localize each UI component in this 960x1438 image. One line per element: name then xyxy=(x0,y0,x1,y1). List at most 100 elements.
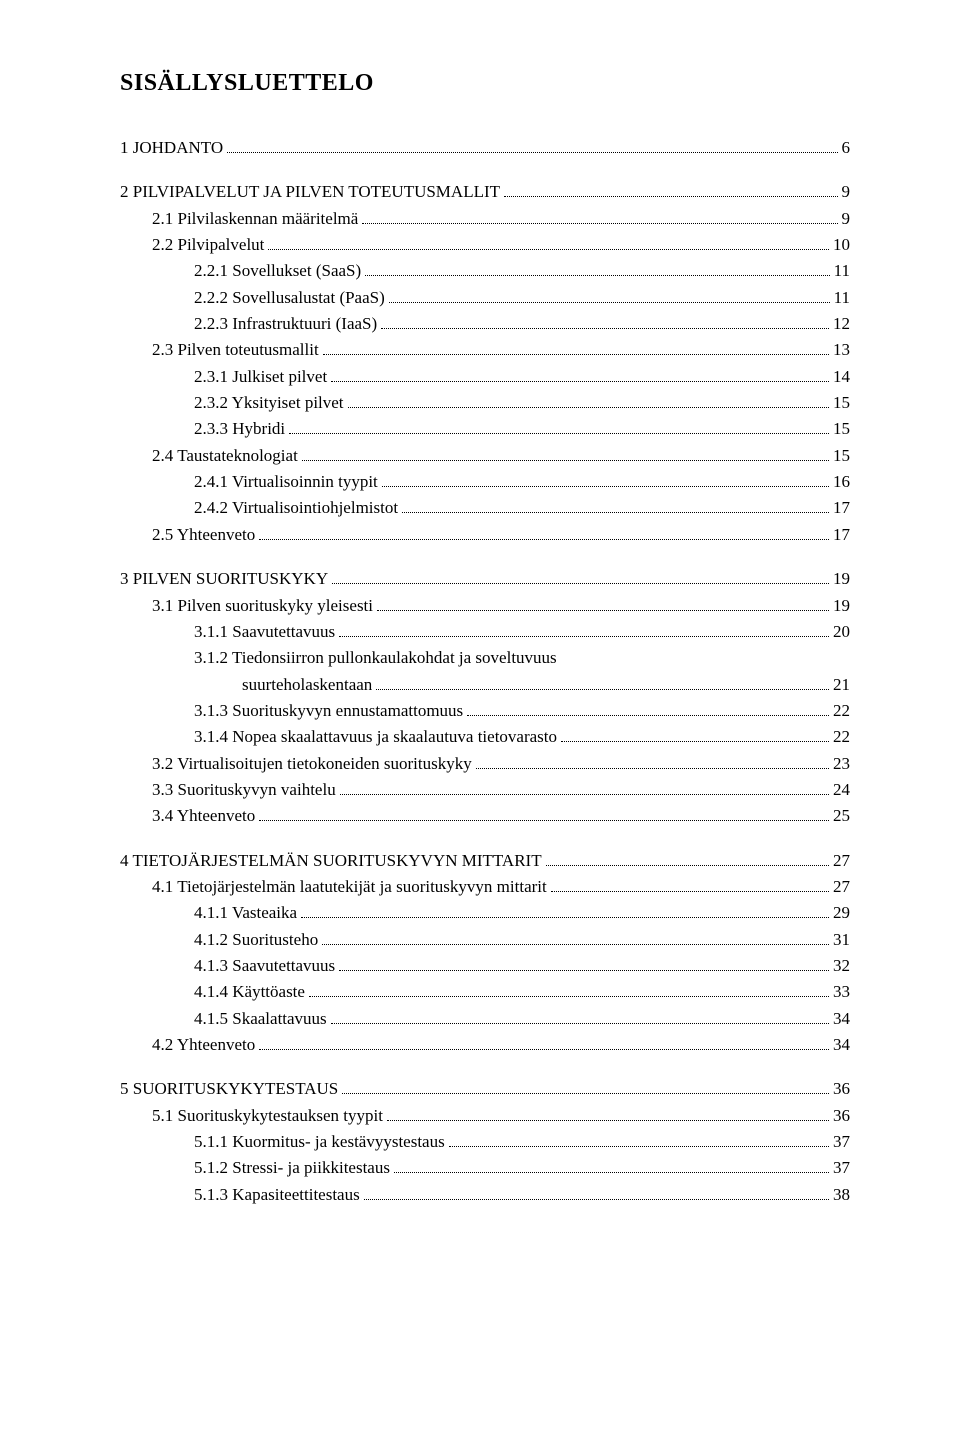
toc-entry-label: 2.2.3 Infrastruktuuri (IaaS) xyxy=(194,311,377,337)
dot-leader xyxy=(268,234,829,250)
toc-entry-label: 4.1 Tietojärjestelmän laatutekijät ja su… xyxy=(152,874,547,900)
toc-entry: 4.1.2 Suoritusteho31 xyxy=(120,927,850,953)
toc-entry: 4 TIETOJÄRJESTELMÄN SUORITUSKYVYN MITTAR… xyxy=(120,848,850,874)
dot-leader xyxy=(259,1034,829,1050)
toc-entry-label: 5 SUORITUSKYKYTESTAUS xyxy=(120,1076,338,1102)
toc-entry: 2.4.2 Virtualisointiohjelmistot17 xyxy=(120,495,850,521)
toc-entry: 5 SUORITUSKYKYTESTAUS 36 xyxy=(120,1076,850,1102)
toc-entry-label: 2.5 Yhteenveto xyxy=(152,522,255,548)
toc-entry: 2.2 Pilvipalvelut10 xyxy=(120,232,850,258)
toc-entry-page: 23 xyxy=(833,751,850,777)
toc-entry-label: 2.1 Pilvilaskennan määritelmä xyxy=(152,206,358,232)
toc-entry-page: 19 xyxy=(833,566,850,592)
toc-entry: 2.4.1 Virtualisoinnin tyypit 16 xyxy=(120,469,850,495)
toc-entry-page: 15 xyxy=(833,416,850,442)
dot-leader xyxy=(289,418,829,434)
dot-leader xyxy=(301,902,829,918)
toc-entry-page: 20 xyxy=(833,619,850,645)
dot-leader xyxy=(339,621,829,637)
toc-entry: 3.1 Pilven suorituskyky yleisesti19 xyxy=(120,593,850,619)
toc-entry-page: 16 xyxy=(833,469,850,495)
dot-leader xyxy=(259,805,829,821)
toc-entry-label: 2 PILVIPALVELUT JA PILVEN TOTEUTUSMALLIT xyxy=(120,179,500,205)
toc-entry-label: 1 JOHDANTO xyxy=(120,135,223,161)
toc-title: SISÄLLYSLUETTELO xyxy=(120,70,850,97)
toc-entry-page: 27 xyxy=(833,874,850,900)
toc-entry: 3.1.4 Nopea skaalattavuus ja skaalautuva… xyxy=(120,724,850,750)
toc-entry-page: 38 xyxy=(833,1182,850,1208)
toc-entry-page: 19 xyxy=(833,593,850,619)
toc-entry: 3.2 Virtualisoitujen tietokoneiden suori… xyxy=(120,751,850,777)
toc-entry: 1 JOHDANTO 6 xyxy=(120,135,850,161)
toc-entry-page: 34 xyxy=(833,1006,850,1032)
table-of-contents: 1 JOHDANTO 6 2 PILVIPALVELUT JA PILVEN TOT… xyxy=(120,135,850,1208)
toc-entry-label: 3.1.1 Saavutettavuus xyxy=(194,619,335,645)
toc-entry-page: 29 xyxy=(833,900,850,926)
toc-entry: 5.1 Suorituskykytestauksen tyypit36 xyxy=(120,1103,850,1129)
toc-entry-page: 22 xyxy=(833,698,850,724)
page: SISÄLLYSLUETTELO 1 JOHDANTO 6 2 PILVIPALVE… xyxy=(0,0,960,1438)
dot-leader xyxy=(389,286,830,302)
toc-entry: 4.1.4 Käyttöaste33 xyxy=(120,979,850,1005)
toc-entry-page: 36 xyxy=(833,1076,850,1102)
toc-entry-page: 22 xyxy=(833,724,850,750)
toc-entry-page: 11 xyxy=(834,258,850,284)
toc-entry-label: 2.4.2 Virtualisointiohjelmistot xyxy=(194,495,398,521)
dot-leader xyxy=(340,779,829,795)
toc-entry: suurteholaskentaan21 xyxy=(120,672,850,698)
toc-entry-page: 6 xyxy=(842,135,851,161)
toc-entry-label: 4 TIETOJÄRJESTELMÄN SUORITUSKYVYN MITTAR… xyxy=(120,848,542,874)
toc-entry-page: 34 xyxy=(833,1032,850,1058)
toc-entry: 2.2.3 Infrastruktuuri (IaaS) 12 xyxy=(120,311,850,337)
toc-entry-label: 3.4 Yhteenveto xyxy=(152,803,255,829)
toc-entry-page: 15 xyxy=(833,443,850,469)
toc-entry: 3.3 Suorituskyvyn vaihtelu24 xyxy=(120,777,850,803)
toc-entry: 4.1 Tietojärjestelmän laatutekijät ja su… xyxy=(120,874,850,900)
dot-leader xyxy=(342,1078,829,1094)
toc-entry-label: 2.3.1 Julkiset pilvet xyxy=(194,364,327,390)
toc-entry: 4.2 Yhteenveto 34 xyxy=(120,1032,850,1058)
toc-entry: 3.1.2 Tiedonsiirron pullonkaulakohdat ja… xyxy=(120,645,850,671)
toc-entry-label: 4.1.1 Vasteaika xyxy=(194,900,297,926)
toc-entry-page: 36 xyxy=(833,1103,850,1129)
toc-entry-page: 37 xyxy=(833,1155,850,1181)
dot-leader xyxy=(467,700,829,716)
toc-entry: 5.1.1 Kuormitus- ja kestävyystestaus37 xyxy=(120,1129,850,1155)
toc-entry-page: 37 xyxy=(833,1129,850,1155)
toc-entry-page: 25 xyxy=(833,803,850,829)
toc-entry: 2.3.1 Julkiset pilvet 14 xyxy=(120,364,850,390)
toc-entry-page: 14 xyxy=(833,364,850,390)
dot-leader xyxy=(362,207,837,223)
toc-entry-page: 33 xyxy=(833,979,850,1005)
dot-leader xyxy=(259,524,829,540)
dot-leader xyxy=(323,339,829,355)
toc-entry: 4.1.5 Skaalattavuus 34 xyxy=(120,1006,850,1032)
dot-leader xyxy=(382,471,829,487)
toc-entry-label: 3 PILVEN SUORITUSKYKY xyxy=(120,566,328,592)
toc-entry-label: 3.1.4 Nopea skaalattavuus ja skaalautuva… xyxy=(194,724,557,750)
dot-leader xyxy=(364,1183,829,1199)
toc-entry: 2.4 Taustateknologiat 15 xyxy=(120,443,850,469)
toc-entry-label: 3.2 Virtualisoitujen tietokoneiden suori… xyxy=(152,751,472,777)
toc-entry-label: 4.2 Yhteenveto xyxy=(152,1032,255,1058)
dot-leader xyxy=(365,260,829,276)
toc-entry-page: 11 xyxy=(834,285,850,311)
toc-entry-page: 9 xyxy=(842,206,851,232)
toc-entry-label: 2.4 Taustateknologiat xyxy=(152,443,298,469)
toc-entry-label: 2.3 Pilven toteutusmallit xyxy=(152,337,319,363)
toc-entry-label: 2.4.1 Virtualisoinnin tyypit xyxy=(194,469,378,495)
toc-entry-page: 12 xyxy=(833,311,850,337)
dot-leader xyxy=(302,444,829,460)
toc-entry: 4.1.3 Saavutettavuus32 xyxy=(120,953,850,979)
toc-entry-label: 2.3.2 Yksityiset pilvet xyxy=(194,390,344,416)
toc-entry-label: 2.3.3 Hybridi xyxy=(194,416,285,442)
toc-entry-page: 10 xyxy=(833,232,850,258)
toc-entry: 2.1 Pilvilaskennan määritelmä 9 xyxy=(120,206,850,232)
toc-entry: 5.1.3 Kapasiteettitestaus38 xyxy=(120,1182,850,1208)
dot-leader xyxy=(449,1131,829,1147)
toc-entry-page: 31 xyxy=(833,927,850,953)
toc-entry-label: 4.1.3 Saavutettavuus xyxy=(194,953,335,979)
toc-entry-page: 15 xyxy=(833,390,850,416)
toc-entry-label: 4.1.5 Skaalattavuus xyxy=(194,1006,327,1032)
toc-entry-label: 3.3 Suorituskyvyn vaihtelu xyxy=(152,777,336,803)
